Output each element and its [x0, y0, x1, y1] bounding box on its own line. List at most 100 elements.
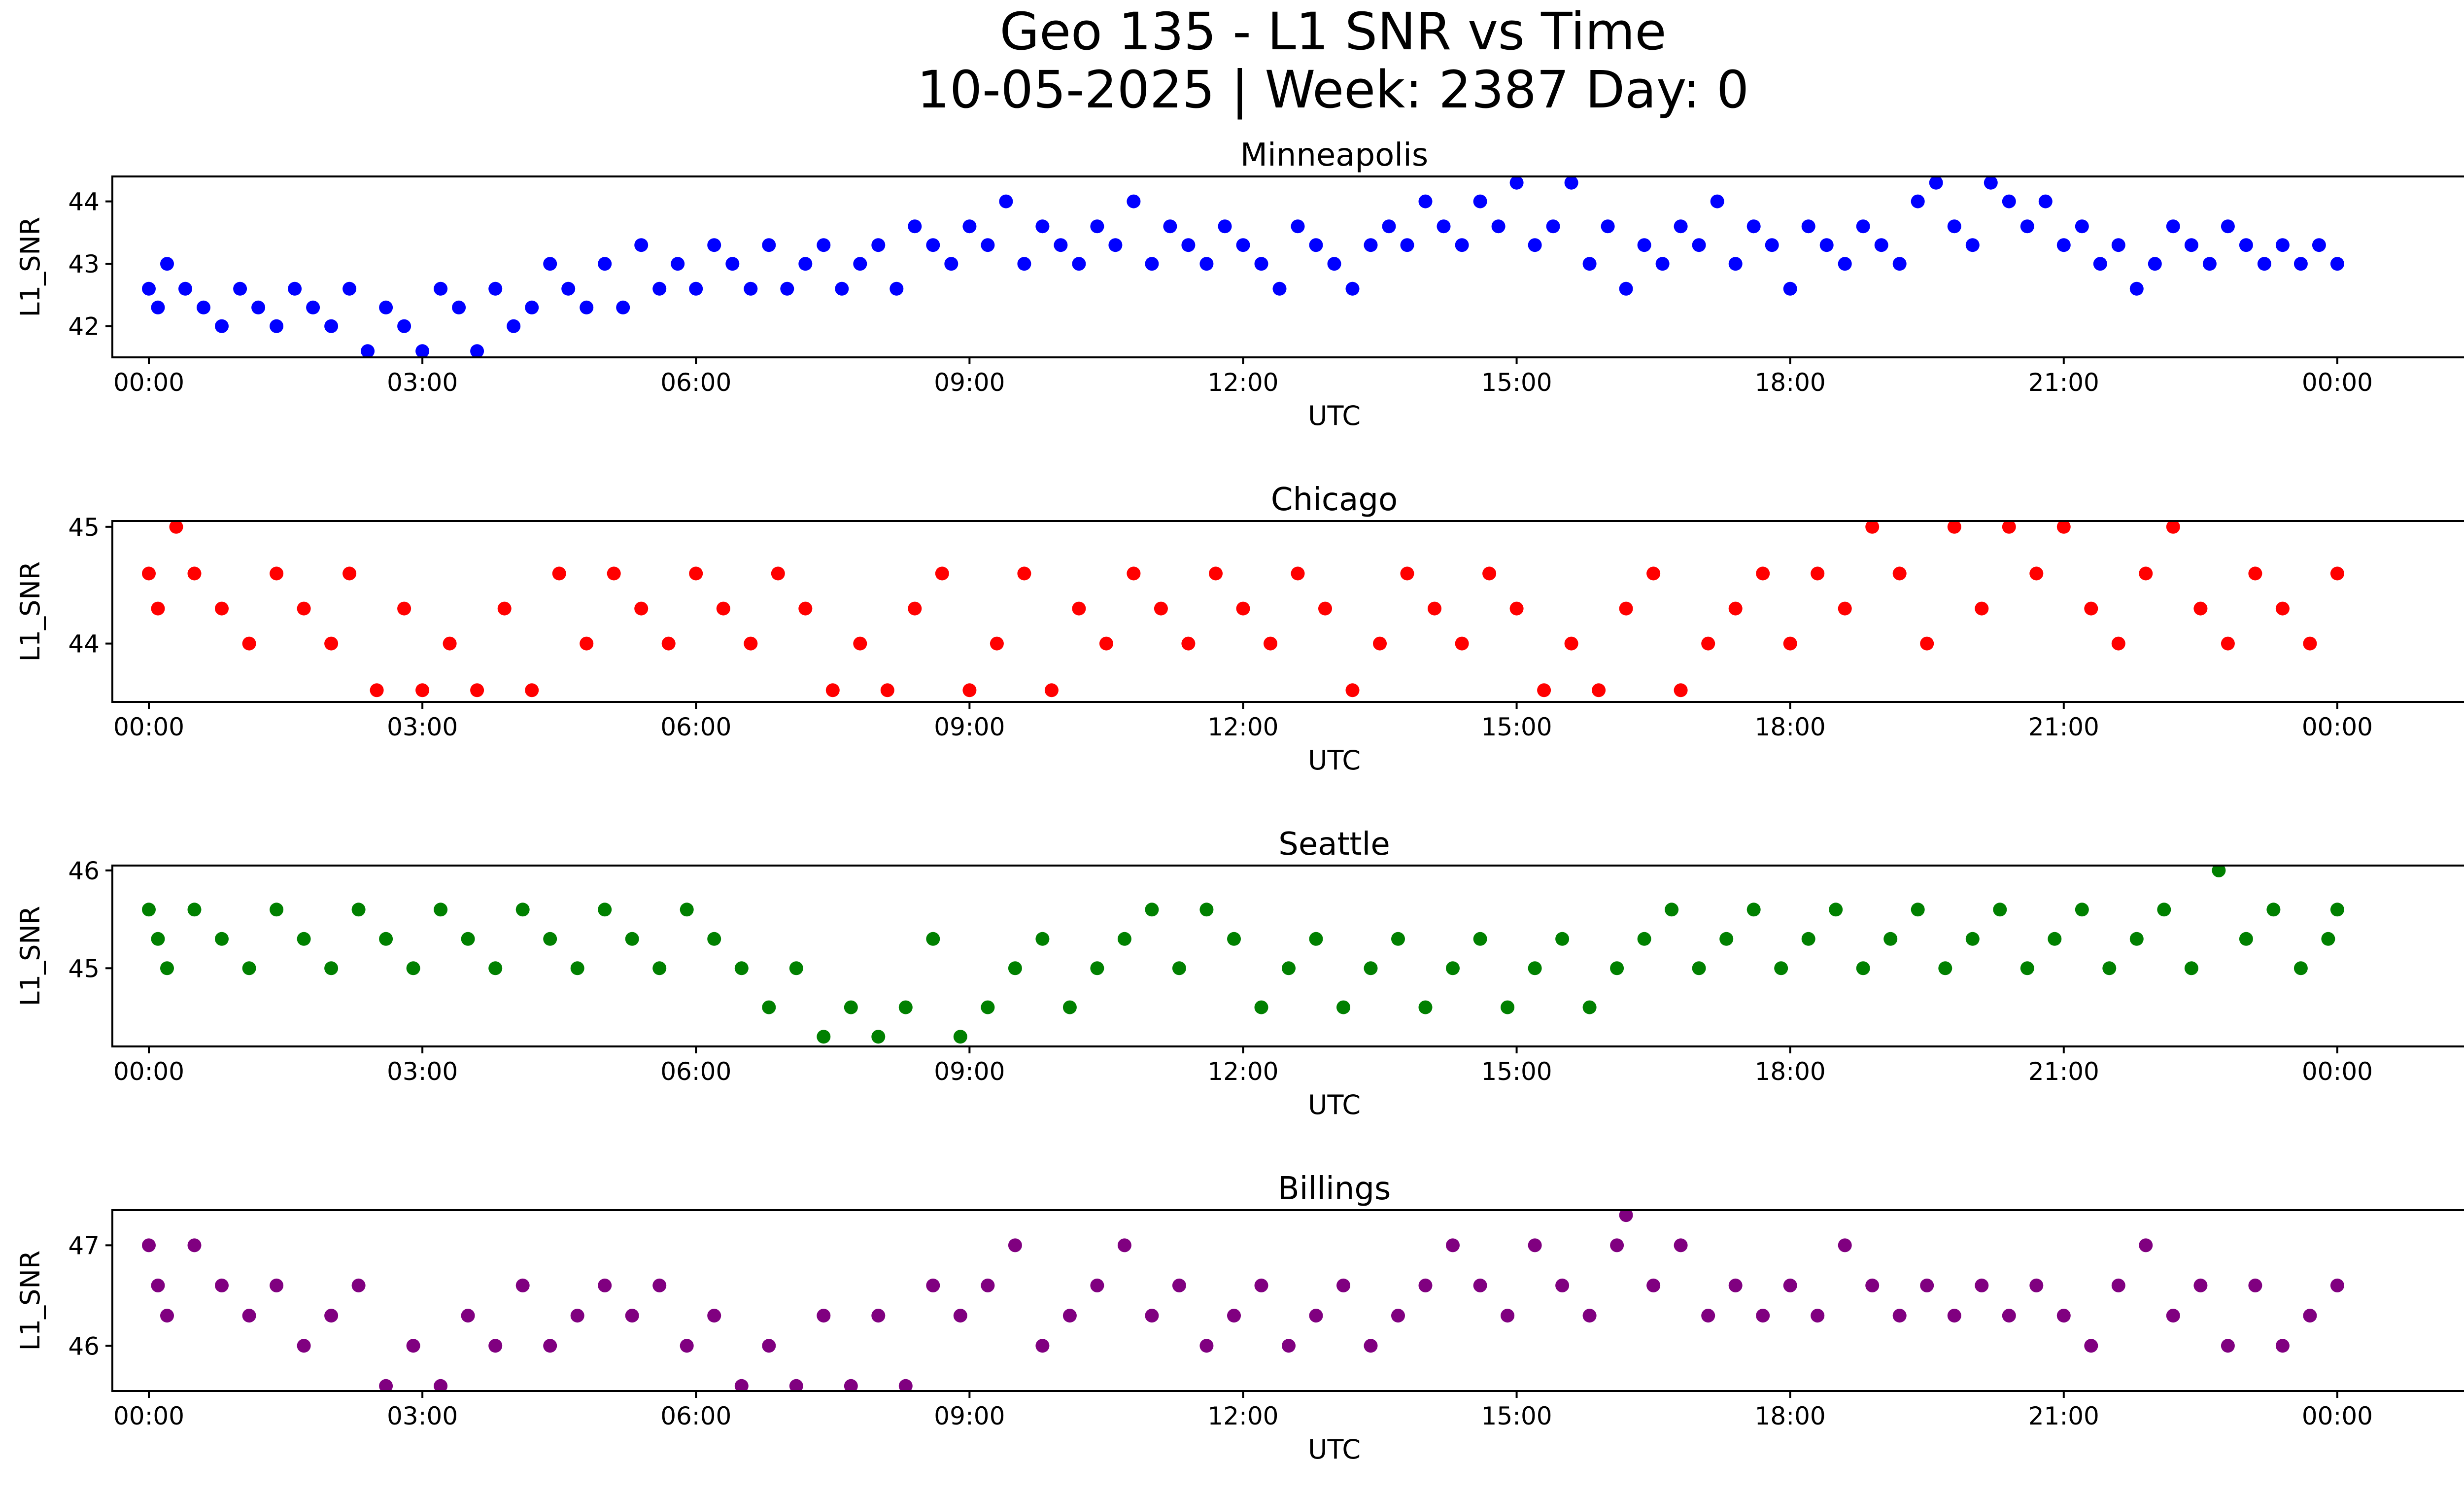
data-point — [151, 1278, 165, 1292]
data-point — [844, 1379, 858, 1391]
data-point — [452, 300, 466, 314]
data-point — [1874, 238, 1888, 252]
data-point — [2166, 521, 2180, 534]
data-point — [2239, 238, 2253, 252]
data-point — [1264, 636, 1277, 651]
data-point — [1090, 961, 1104, 975]
x-tick-label: 12:00 — [1207, 713, 1278, 741]
data-point — [2075, 903, 2089, 917]
data-point — [1692, 238, 1706, 252]
data-point — [1418, 1000, 1433, 1014]
x-tick-label: 00:00 — [113, 1057, 184, 1086]
data-point — [561, 281, 576, 296]
data-point — [1209, 566, 1223, 581]
data-point — [1728, 601, 1743, 616]
data-point — [1062, 1000, 1077, 1014]
data-point — [142, 281, 156, 296]
data-point — [1856, 961, 1870, 975]
data-point — [625, 932, 639, 946]
data-point — [1819, 238, 1834, 252]
data-point — [1811, 566, 1825, 581]
data-point — [379, 1379, 393, 1391]
data-point — [197, 300, 210, 314]
data-point — [2093, 257, 2107, 271]
data-point — [270, 566, 284, 581]
data-point — [1674, 1238, 1688, 1252]
data-point — [434, 281, 448, 296]
data-point — [944, 257, 958, 271]
data-point — [1099, 636, 1113, 651]
data-point — [1929, 176, 1943, 190]
data-point — [1117, 1238, 1131, 1252]
data-point — [853, 636, 867, 651]
panel-seattle: Seattle 00:00 03:00 06:00 09:00 12:00 15:00 18:… — [15, 826, 2464, 1120]
data-point — [990, 636, 1004, 651]
x-tick-label: 15:00 — [1481, 713, 1552, 741]
data-point — [215, 319, 229, 333]
data-point — [2129, 932, 2144, 946]
data-point — [817, 238, 831, 252]
data-point — [2139, 566, 2153, 581]
data-point — [1601, 219, 1615, 234]
data-point — [707, 238, 721, 252]
data-point — [1975, 601, 1989, 616]
data-point — [999, 194, 1013, 209]
data-point — [689, 281, 703, 296]
data-point — [625, 1309, 639, 1323]
data-point — [215, 1278, 229, 1292]
data-point — [2056, 238, 2071, 252]
axes-frame — [111, 865, 2464, 1047]
figure-title-line2: 10-05-2025 | Week: 2387 Day: 0 — [917, 60, 1749, 120]
data-point — [1199, 903, 1214, 917]
data-point — [1163, 219, 1177, 234]
data-point — [415, 683, 430, 697]
data-point — [351, 1278, 366, 1292]
data-point — [2221, 1339, 2235, 1353]
data-point — [2257, 257, 2271, 271]
data-point — [1528, 961, 1542, 975]
data-point — [1610, 961, 1624, 975]
data-point — [397, 601, 411, 616]
data-point — [515, 903, 530, 917]
data-point — [1008, 1238, 1022, 1252]
scatter-points — [142, 866, 2344, 1044]
data-point — [397, 319, 411, 333]
data-point — [598, 903, 612, 917]
data-point — [497, 601, 512, 616]
data-point — [2212, 866, 2226, 877]
panel-chicago: Chicago 00:00 03:00 06:00 09:00 12:00 15:00 18:… — [15, 482, 2464, 776]
data-point — [1054, 238, 1068, 252]
y-tick-label: 45 — [68, 954, 100, 983]
data-point — [1719, 932, 1734, 946]
data-point — [1364, 238, 1378, 252]
data-point — [2275, 1339, 2290, 1353]
data-point — [2330, 257, 2344, 271]
data-point — [1044, 683, 1059, 697]
figure-title-line1: Geo 135 - L1 SNR vs Time — [999, 1, 1666, 62]
data-point — [1282, 961, 1296, 975]
data-point — [2020, 961, 2034, 975]
data-point — [306, 300, 320, 314]
data-point — [151, 601, 165, 616]
data-point — [1774, 961, 1788, 975]
x-tick-label: 18:00 — [1755, 713, 1826, 741]
data-point — [1172, 961, 1186, 975]
data-point — [1199, 1339, 1214, 1353]
x-tick-label: 06:00 — [660, 1057, 731, 1086]
data-point — [1911, 194, 1925, 209]
y-axis-label: L1_SNR — [15, 906, 46, 1007]
data-point — [1646, 1278, 1661, 1292]
data-point — [1892, 257, 1907, 271]
data-point — [1145, 903, 1159, 917]
data-point — [324, 961, 339, 975]
data-point — [1838, 601, 1852, 616]
data-point — [1491, 219, 1506, 234]
data-point — [1318, 601, 1332, 616]
data-point — [1965, 238, 1980, 252]
data-point — [981, 1278, 995, 1292]
data-point — [361, 344, 375, 357]
x-axis-label: UTC — [1308, 745, 1361, 776]
data-point — [1428, 601, 1441, 616]
y-tick-label: 46 — [68, 1332, 100, 1360]
data-point — [780, 281, 794, 296]
